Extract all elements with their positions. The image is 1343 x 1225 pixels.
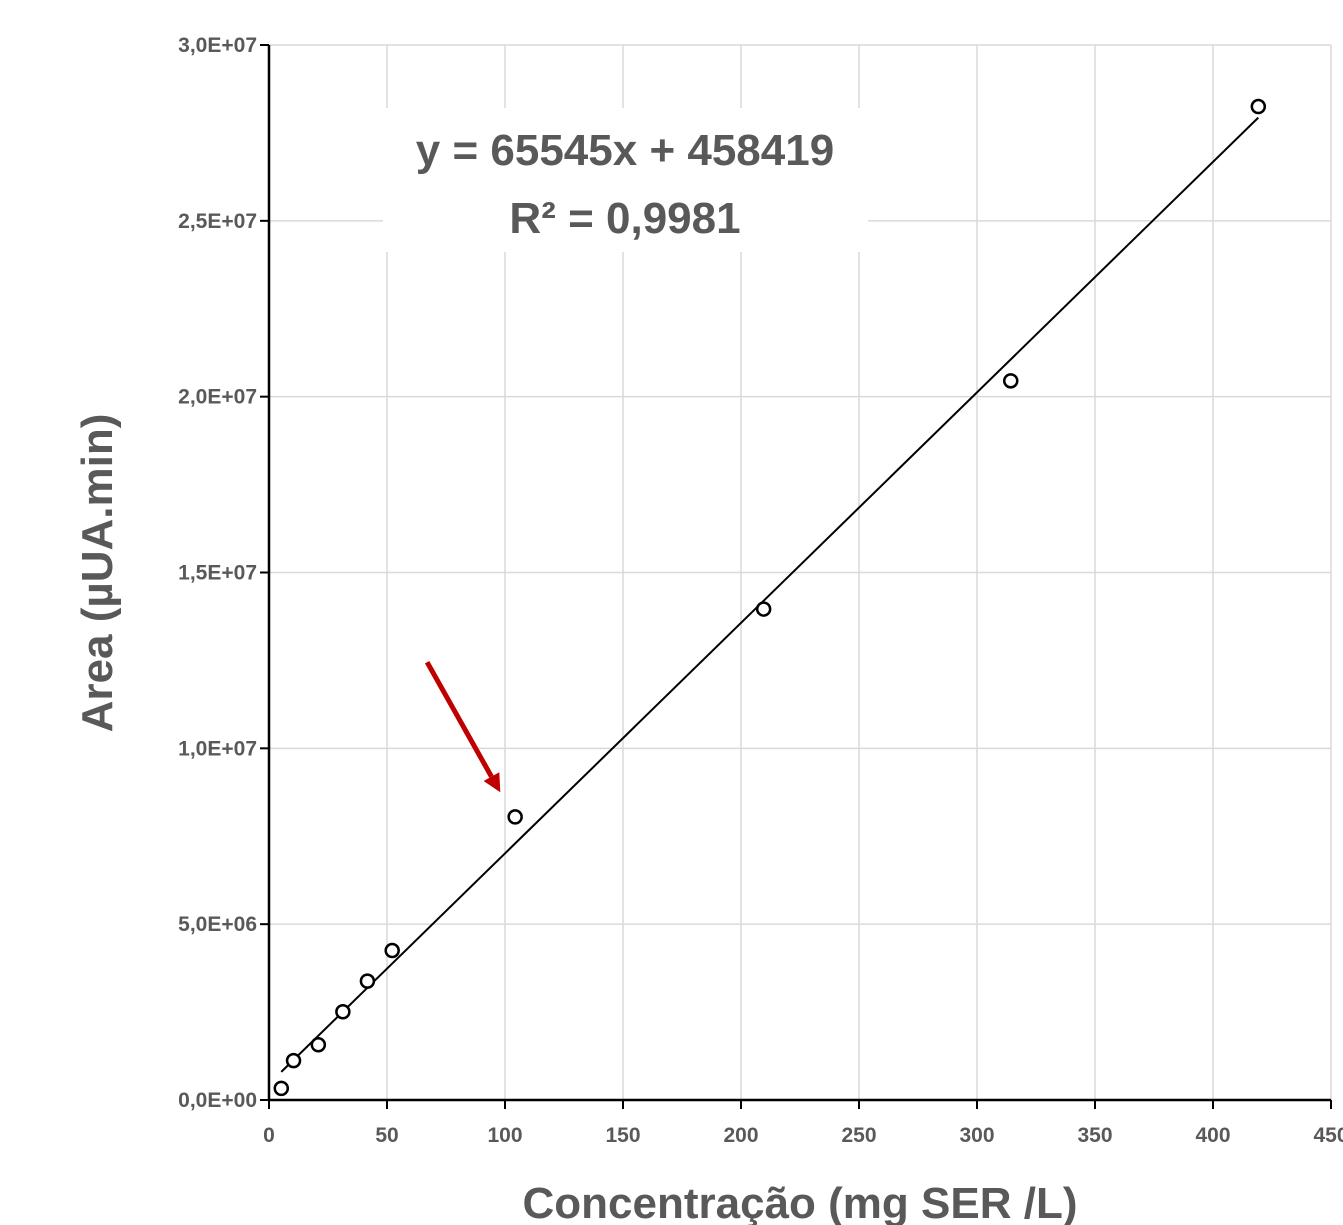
y-tick-label: 2,0E+07 [178, 386, 257, 409]
x-tick-label: 50 [375, 1124, 398, 1147]
equation-label-box: y = 65545x + 458419 R² = 0,9981 [383, 108, 868, 252]
y-tick-label: 2,5E+07 [178, 210, 257, 233]
data-point [507, 809, 523, 825]
data-points [273, 98, 1267, 1097]
trendline-equation: y = 65545x + 458419 [416, 126, 834, 175]
x-tick-label: 250 [841, 1124, 876, 1147]
data-point [285, 1052, 302, 1069]
x-tick-label: 400 [1195, 1124, 1230, 1147]
trendline [280, 116, 1260, 1073]
x-tick-label: 0 [263, 1124, 275, 1147]
y-axis-title: Area (µUA.min) [73, 414, 122, 733]
data-point [1002, 373, 1019, 389]
y-tick-label: 5,0E+06 [178, 913, 257, 936]
x-tick-label: 350 [1077, 1124, 1112, 1147]
axes [260, 44, 1332, 1109]
x-tick-label: 450 [1313, 1124, 1343, 1147]
data-point [384, 942, 400, 959]
y-tick-label: 1,0E+07 [178, 737, 257, 760]
data-point [1250, 98, 1267, 115]
x-tick-label: 200 [723, 1124, 758, 1147]
arrow-head [483, 772, 501, 793]
data-point [359, 973, 376, 989]
x-tick-label: 300 [959, 1124, 994, 1147]
data-point [755, 601, 772, 617]
y-tick-label: 0,0E+00 [178, 1089, 257, 1112]
y-tick-label: 1,5E+07 [178, 562, 257, 585]
r-squared-label: R² = 0,9981 [509, 194, 740, 243]
trendline-group [280, 116, 1260, 1073]
x-tick-label: 150 [605, 1124, 640, 1147]
y-tick-label: 3,0E+07 [178, 34, 257, 57]
tick-labels: 0 50 100 150 200 250 300 350 400 450 0,0E+00 5,0E+0… [178, 34, 1343, 1147]
data-point [310, 1037, 327, 1053]
arrow-shaft [424, 660, 494, 778]
annotation-arrow [424, 660, 501, 793]
x-tick-label: 100 [487, 1124, 522, 1147]
data-point [335, 1003, 351, 1020]
data-point [273, 1080, 290, 1097]
x-axis-title: Concentração (mg SER /L) [523, 1179, 1078, 1225]
